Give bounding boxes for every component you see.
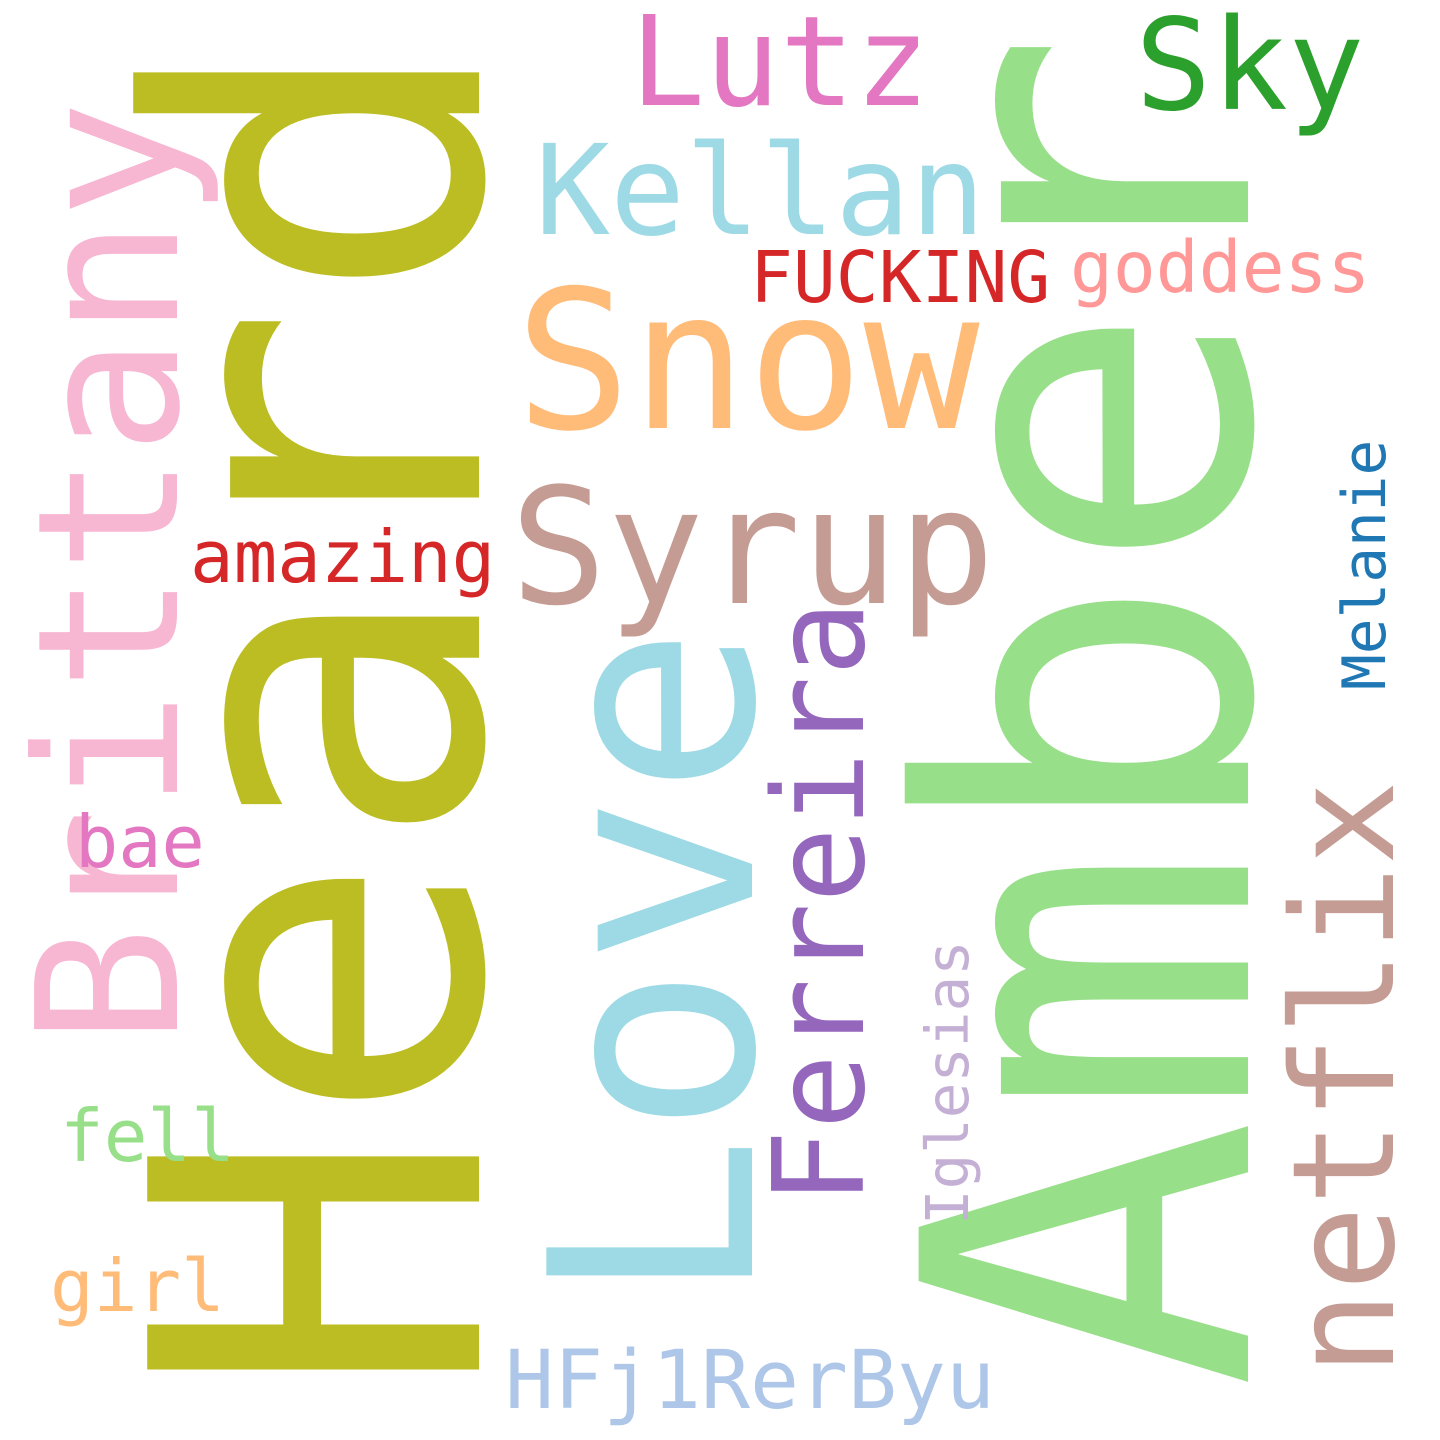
word-syrup: Syrup — [510, 453, 995, 641]
word-snow: Snow — [515, 249, 980, 474]
word-goddess: goddess — [1070, 226, 1371, 309]
word-kellan: Kellan — [535, 119, 986, 264]
word-girl: girl — [50, 1245, 225, 1329]
word-hfj1rerbyu: HFj1RerByu — [505, 1332, 995, 1428]
word-amazing: amazing — [190, 515, 496, 600]
word-melanie: Melanie — [1330, 439, 1400, 690]
word-lutz: Lutz — [630, 0, 930, 135]
word-brittany: Brittany — [0, 100, 224, 1045]
word-fell: fell — [60, 1095, 235, 1179]
word-fucking: FUCKING — [750, 236, 1051, 319]
word-bae: bae — [75, 799, 205, 884]
word-iglesias: Iglesias — [913, 940, 982, 1225]
word-ferreira: Ferreira — [746, 600, 893, 1205]
word-sky: Sky — [1135, 0, 1365, 139]
word-netflix: netflix — [1262, 779, 1427, 1376]
